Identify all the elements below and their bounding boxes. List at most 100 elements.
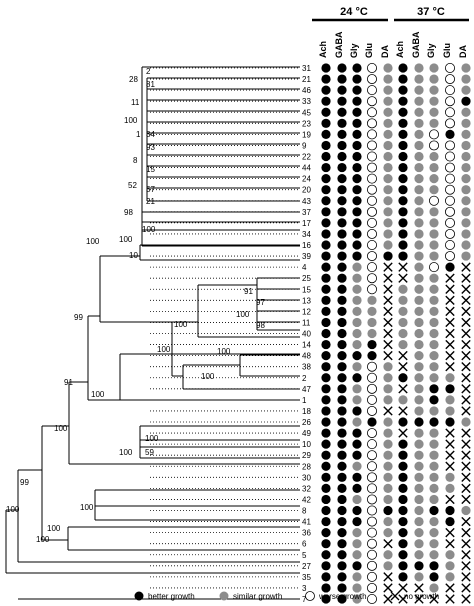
growth-symbol-similar (367, 328, 377, 339)
growth-symbol-similar (352, 384, 362, 394)
growth-symbol-better (321, 351, 331, 361)
growth-symbol-similar (429, 351, 439, 361)
growth-symbol-similar (429, 306, 439, 316)
strain-label: 12 (302, 307, 311, 316)
growth-symbol-worse (428, 140, 439, 151)
growth-symbol-similar (461, 218, 471, 228)
growth-symbol-better (321, 317, 331, 328)
strain-label: 9 (302, 141, 307, 150)
growth-symbol-better (321, 472, 331, 482)
growth-symbol-similar (383, 140, 393, 151)
growth-symbol-better (352, 428, 362, 438)
growth-symbol-none (414, 583, 424, 593)
growth-symbol-similar (429, 118, 439, 128)
growth-symbol-similar (352, 583, 362, 593)
condition-label-24c: 24 °C (340, 6, 368, 18)
growth-symbol-similar (461, 196, 471, 206)
growth-symbol-better (337, 561, 347, 571)
growth-symbol-similar (414, 151, 424, 162)
growth-symbol-better (321, 229, 331, 239)
growth-symbol-worse (444, 206, 455, 217)
column-header-gly-24c: Gly (349, 43, 359, 58)
growth-symbol-better (337, 174, 347, 184)
bootstrap-label: 100 (157, 345, 171, 354)
strain-label: 16 (302, 241, 311, 250)
growth-symbol-better (398, 107, 408, 117)
strain-label: 13 (302, 296, 311, 305)
growth-symbol-similar (414, 328, 424, 339)
growth-symbol-similar (461, 151, 471, 162)
growth-symbol-better (321, 516, 331, 527)
growth-symbol-similar (352, 494, 362, 505)
bootstrap-label: 28 (129, 75, 138, 84)
growth-symbol-similar (383, 417, 393, 427)
growth-symbol-similar (383, 174, 393, 184)
growth-symbol-better (321, 328, 331, 339)
strain-label: 19 (302, 130, 311, 139)
growth-symbol-better (337, 262, 347, 272)
growth-symbol-similar (414, 406, 424, 416)
growth-symbol-similar (383, 207, 393, 217)
growth-symbol-better (398, 528, 408, 538)
growth-symbol-better (337, 229, 347, 239)
growth-symbol-similar (445, 561, 455, 571)
growth-symbol-worse (366, 217, 377, 228)
growth-symbol-similar (429, 373, 439, 383)
growth-symbol-similar (367, 306, 377, 316)
growth-symbol-better (352, 162, 362, 173)
growth-symbol-better (337, 505, 347, 516)
growth-symbol-none (398, 406, 408, 416)
growth-symbol-better (337, 583, 347, 593)
growth-symbol-better (321, 428, 331, 438)
strain-label: 40 (302, 330, 311, 339)
growth-symbol-none (461, 550, 471, 560)
growth-symbol-better (337, 251, 347, 261)
growth-symbol-better (337, 339, 347, 350)
growth-symbol-similar (461, 162, 471, 173)
growth-symbol-similar (414, 539, 424, 549)
growth-symbol-worse (366, 184, 377, 195)
growth-symbol-similar (414, 450, 424, 460)
growth-symbol-worse (366, 538, 377, 549)
bootstrap-label: 34 (146, 130, 155, 139)
bootstrap-label: 97 (256, 298, 265, 307)
growth-symbol-better (352, 439, 362, 449)
growth-symbol-similar (383, 439, 393, 449)
growth-symbol-better (321, 550, 331, 560)
growth-symbol-similar (461, 251, 471, 261)
bootstrap-label: 59 (145, 448, 154, 457)
growth-symbol-better (352, 96, 362, 106)
growth-symbol-better (398, 218, 408, 228)
growth-symbol-worse (444, 162, 455, 173)
bootstrap-label: 98 (256, 321, 265, 330)
growth-symbol-better (321, 63, 331, 73)
growth-symbol-similar (398, 395, 408, 405)
growth-symbol-none (461, 561, 471, 571)
growth-symbol-similar (429, 317, 439, 328)
growth-symbol-worse (366, 228, 377, 239)
growth-symbol-none (461, 516, 471, 527)
growth-symbol-better (337, 140, 347, 151)
growth-symbol-none (398, 262, 408, 272)
growth-symbol-better (337, 63, 347, 73)
growth-symbol-better (337, 317, 347, 328)
growth-symbol-worse (444, 217, 455, 228)
growth-symbol-better (321, 572, 331, 582)
growth-symbol-none (461, 361, 471, 372)
strain-label: 45 (302, 108, 311, 117)
bootstrap-label: 99 (74, 313, 83, 322)
growth-symbol-better (321, 107, 331, 117)
growth-symbol-better (337, 550, 347, 560)
condition-header-37c: 37 °C (394, 6, 469, 22)
growth-symbol-none (383, 339, 393, 350)
growth-symbol-worse (366, 428, 377, 439)
legend-label-worse: worse growth (318, 592, 367, 601)
growth-symbol-better (337, 218, 347, 228)
growth-symbol-similar (414, 339, 424, 350)
growth-symbol-better (321, 494, 331, 505)
strain-label: 1 (302, 396, 307, 405)
bootstrap-label: 100 (91, 390, 105, 399)
growth-symbol-better (398, 140, 408, 151)
growth-symbol-better (321, 594, 331, 604)
strain-label: 39 (302, 252, 311, 261)
